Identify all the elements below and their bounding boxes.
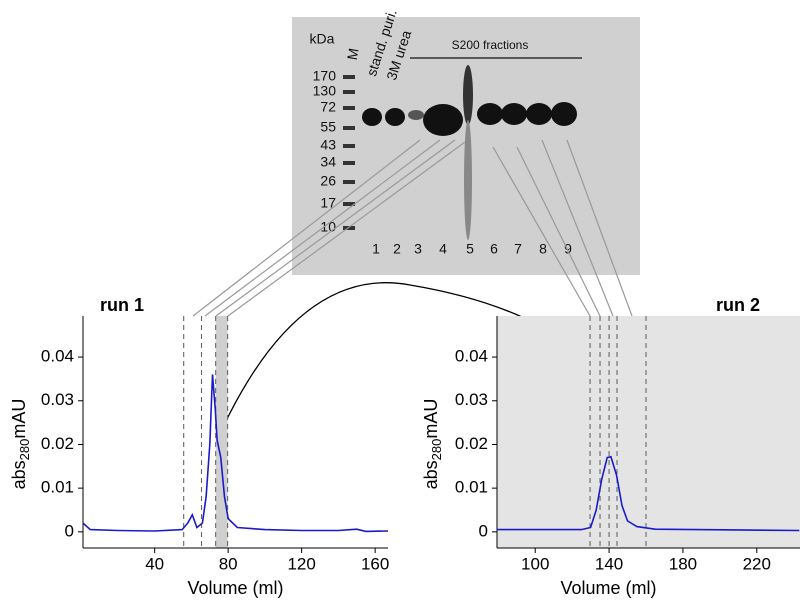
marker-band: [343, 226, 355, 230]
y-label-sub: 280: [17, 439, 32, 461]
x-axis-label: Volume (ml): [560, 578, 656, 598]
y-tick-label: 0.01: [41, 478, 74, 497]
marker-band: [343, 161, 355, 165]
x-tick-label: 100: [521, 554, 549, 573]
connector-lines: [192, 139, 633, 317]
lane-number: 9: [564, 241, 572, 257]
y-label-text: abs: [421, 460, 441, 489]
y-tick-label: 0.03: [41, 390, 74, 409]
y-tick-label: 0.01: [455, 478, 488, 497]
x-tick-label: 40: [145, 554, 164, 573]
marker-label: 170: [313, 68, 337, 84]
y-tick-label: 0.02: [455, 434, 488, 453]
marker-band: [343, 144, 355, 148]
chart-title: run 2: [716, 295, 760, 315]
y-label-sub: 280: [429, 439, 444, 461]
marker-label: 43: [320, 137, 336, 153]
y-axis-label: abs280mAU: [421, 399, 445, 490]
gel-bands: [362, 65, 577, 240]
marker-band: [343, 180, 355, 184]
marker-label: 72: [320, 99, 336, 115]
marker-label: 10: [320, 219, 336, 235]
y-tick-label: 0.03: [455, 390, 488, 409]
group-label: S200 fractions: [452, 38, 529, 52]
marker-lane-label: M: [344, 47, 362, 61]
marker-label: 26: [320, 173, 336, 189]
y-tick-label: 0.04: [455, 347, 488, 366]
x-tick-label: 160: [361, 554, 389, 573]
marker-band: [343, 75, 355, 79]
lane-number: 5: [466, 241, 474, 257]
y-axis-label: abs280mAU: [9, 399, 33, 490]
data-line: [497, 455, 800, 532]
x-axis-label: Volume (ml): [187, 578, 283, 598]
x-tick-label: 140: [595, 554, 623, 573]
lane-number: 1: [372, 241, 380, 257]
y-label-unit: mAU: [9, 399, 29, 439]
gel-image: kDa M stand. puri. 3M urea S200 fraction…: [292, 7, 640, 275]
lane-number: 2: [393, 241, 401, 257]
y-label-unit: mAU: [421, 399, 441, 439]
x-tick-label: 180: [669, 554, 697, 573]
lane-number: 8: [539, 241, 547, 257]
lane-number: 4: [439, 241, 447, 257]
y-label-text: abs: [9, 460, 29, 489]
lane-number: 3: [414, 241, 422, 257]
data-line: [82, 374, 389, 533]
marker-label: 34: [320, 154, 336, 170]
marker-band: [343, 90, 355, 94]
x-tick-label: 80: [219, 554, 238, 573]
marker-label: 17: [320, 195, 336, 211]
lane-number: 7: [514, 241, 522, 257]
x-tick-label: 120: [287, 554, 315, 573]
y-tick-label: 0: [479, 521, 488, 540]
marker-band: [343, 126, 355, 130]
plot-background: [497, 316, 800, 548]
marker-label: 55: [320, 119, 336, 135]
y-tick-label: 0: [65, 521, 74, 540]
chart-title: run 1: [100, 295, 144, 315]
x-tick-label: 220: [743, 554, 771, 573]
shaded-range: [215, 316, 228, 548]
lane-number: 6: [490, 241, 498, 257]
marker-label: 130: [313, 83, 337, 99]
marker-band: [343, 202, 355, 206]
y-tick-label: 0.04: [41, 347, 74, 366]
gel-unit: kDa: [310, 31, 335, 47]
y-tick-label: 0.02: [41, 434, 74, 453]
marker-band: [343, 106, 355, 110]
